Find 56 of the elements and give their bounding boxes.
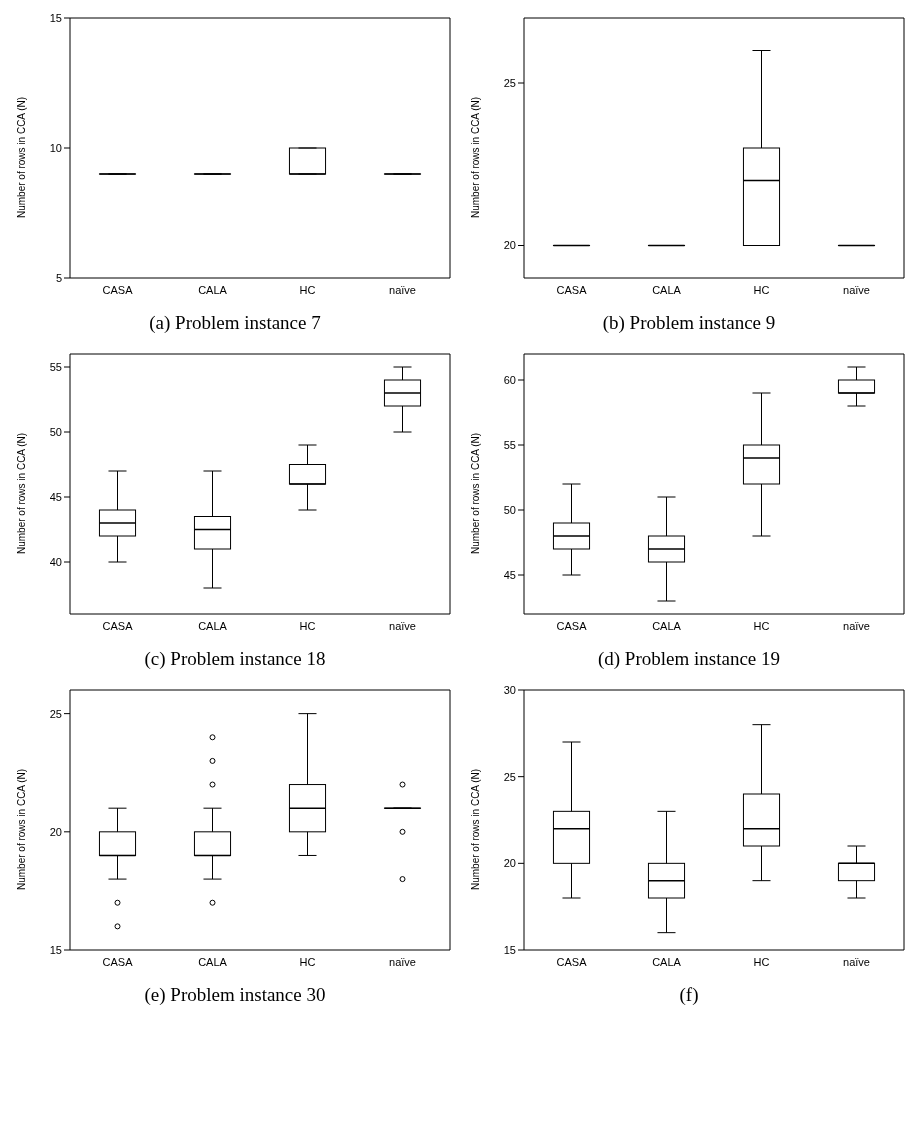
y-tick-label: 10 [49, 141, 62, 154]
x-tick-label: naïve [843, 283, 870, 296]
y-tick-label: 55 [503, 438, 516, 451]
y-tick-label: 25 [503, 76, 516, 89]
text: (a) Problem instance 7 [148, 312, 322, 334]
x-tick-label: CALA [198, 619, 228, 632]
x-tick-label: CALA [198, 955, 228, 968]
y-axis-title: Number of rows in CCA (N) [469, 96, 481, 218]
x-tick-label: HC [299, 283, 316, 296]
y-axis-title: Number of rows in CCA (N) [469, 432, 481, 554]
text: (c) Problem instance 18 [143, 648, 327, 670]
x-tick-label: naïve [389, 619, 416, 632]
text: (f) [678, 984, 700, 1006]
x-tick-label: CALA [652, 283, 682, 296]
x-tick-label: CASA [556, 283, 588, 296]
x-tick-label: HC [299, 955, 316, 968]
y-tick-label: 50 [503, 503, 516, 516]
text: (d) Problem instance 19 [596, 648, 781, 670]
y-axis-title: Number of rows in CCA (N) [15, 768, 27, 890]
y-tick-label: 15 [49, 943, 62, 956]
x-tick-label: naïve [389, 283, 416, 296]
y-axis-title: Number of rows in CCA (N) [15, 96, 27, 218]
y-tick-label: 20 [49, 825, 62, 838]
x-tick-label: CALA [198, 283, 228, 296]
y-tick-label: 55 [49, 360, 62, 373]
x-tick-label: HC [299, 619, 316, 632]
y-tick-label: 20 [503, 239, 516, 252]
text: (e) Problem instance 30 [143, 984, 327, 1006]
y-tick-label: 30 [503, 683, 516, 696]
x-tick-label: CALA [652, 955, 682, 968]
x-tick-label: CASA [556, 955, 588, 968]
x-tick-label: CALA [652, 619, 682, 632]
x-tick-label: naïve [389, 955, 416, 968]
y-tick-label: 15 [503, 943, 516, 956]
y-tick-label: 45 [49, 490, 62, 503]
y-axis-title: Number of rows in CCA (N) [469, 768, 481, 890]
x-tick-label: CASA [556, 619, 588, 632]
x-tick-label: naïve [843, 619, 870, 632]
x-tick-label: CASA [102, 619, 134, 632]
y-tick-label: 15 [49, 11, 62, 24]
x-tick-label: HC [753, 955, 770, 968]
x-tick-label: CASA [102, 955, 134, 968]
y-axis-title: Number of rows in CCA (N) [15, 432, 27, 554]
x-tick-label: HC [753, 619, 770, 632]
y-tick-label: 50 [49, 425, 62, 438]
y-tick-label: 5 [55, 271, 62, 284]
y-tick-label: 25 [503, 770, 516, 783]
y-tick-label: 40 [49, 555, 62, 568]
x-tick-label: naïve [843, 955, 870, 968]
y-tick-label: 20 [503, 857, 516, 870]
x-tick-label: CASA [102, 283, 134, 296]
x-tick-label: HC [753, 283, 770, 296]
text: (b) Problem instance 9 [601, 312, 777, 334]
y-tick-label: 45 [503, 568, 516, 581]
y-tick-label: 25 [49, 707, 62, 720]
y-tick-label: 60 [503, 373, 516, 386]
